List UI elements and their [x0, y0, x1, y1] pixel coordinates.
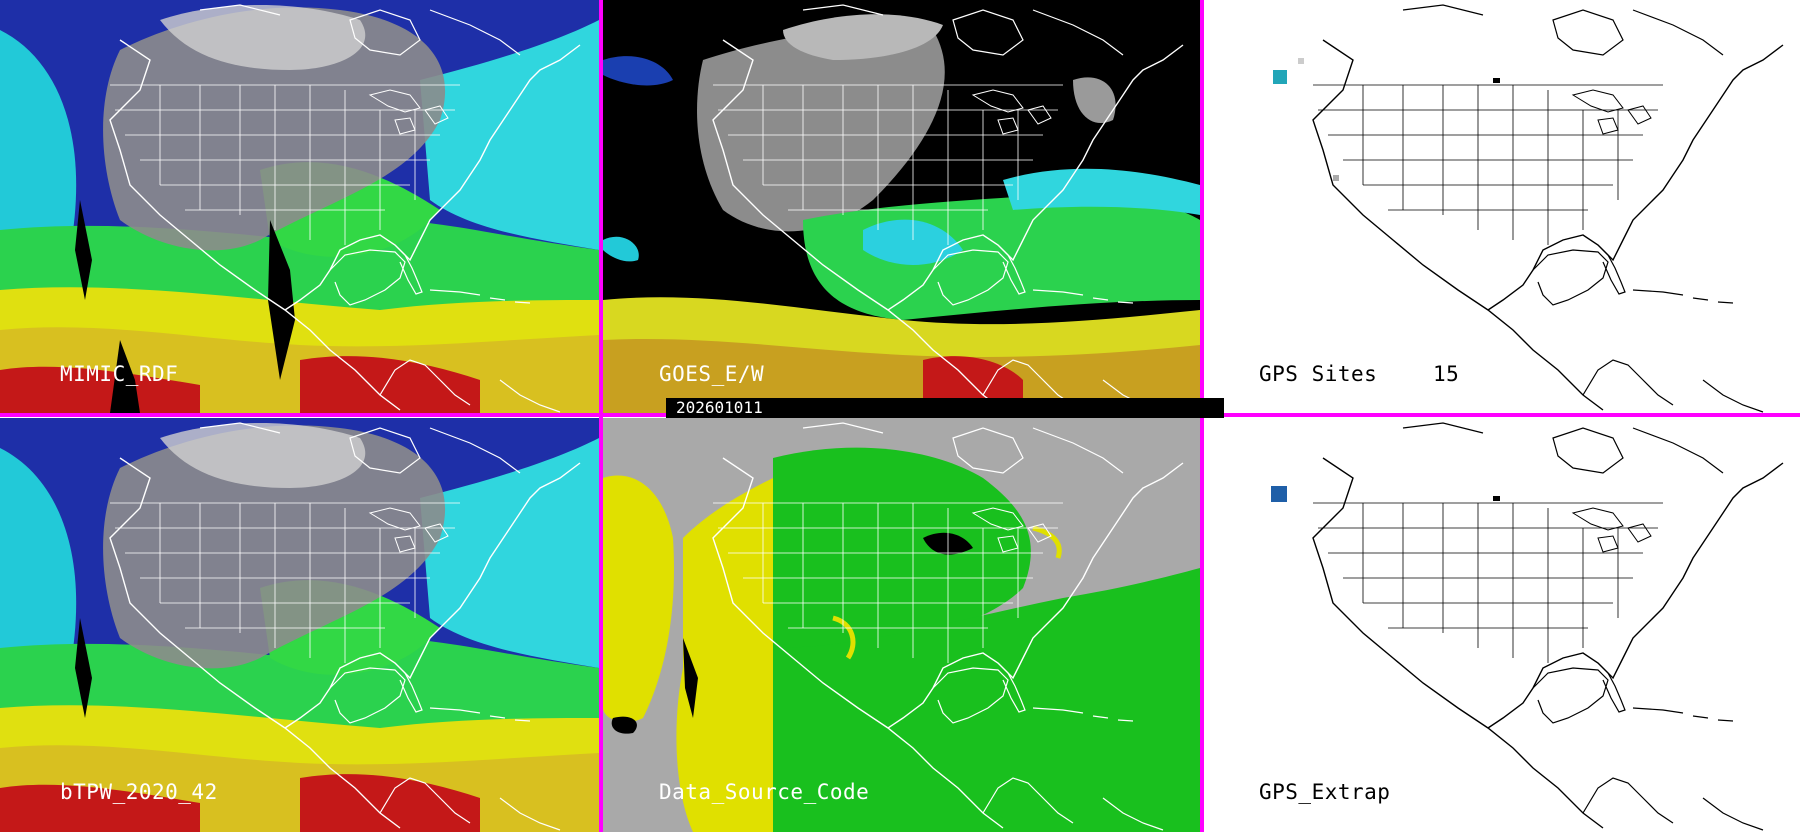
gps-extrap-map — [1203, 418, 1800, 832]
tpw-map-mimic — [0, 0, 599, 413]
panel-data-source-code: Data_Source_Code — [603, 418, 1200, 832]
gps-extrap-marker — [1271, 486, 1287, 502]
panel-label: GPS Sites — [1259, 362, 1378, 386]
panel-label: MIMIC_RDF — [60, 362, 179, 386]
gps-site-marker — [1493, 78, 1500, 83]
panel-label: Data_Source_Code — [659, 780, 870, 804]
panel-btpw: bTPW_2020_42 — [0, 418, 599, 832]
data-source-map — [603, 418, 1200, 832]
tpw-map-btpw — [0, 418, 599, 832]
panel-mimic-rdf: MIMIC_RDF — [0, 0, 599, 413]
gps-site-marker — [1298, 58, 1304, 64]
tpw-map-goes — [603, 0, 1200, 413]
gps-site-count: 15 — [1433, 362, 1460, 386]
timestamp-bar: 202601011 — [666, 398, 1224, 418]
gps-extrap-marker — [1493, 496, 1500, 501]
panel-label: GPS_Extrap — [1259, 780, 1391, 804]
panel-goes-ew: GOES_E/W — [603, 0, 1200, 413]
panel-label: bTPW_2020_42 — [60, 780, 218, 804]
gps-sites-map — [1203, 0, 1800, 413]
gps-site-marker — [1273, 70, 1287, 84]
panel-gps-extrap: GPS_Extrap — [1203, 418, 1800, 832]
panel-gps-sites: GPS Sites 15 — [1203, 0, 1800, 413]
panel-label: GOES_E/W — [659, 362, 765, 386]
gps-site-marker — [1333, 175, 1339, 181]
